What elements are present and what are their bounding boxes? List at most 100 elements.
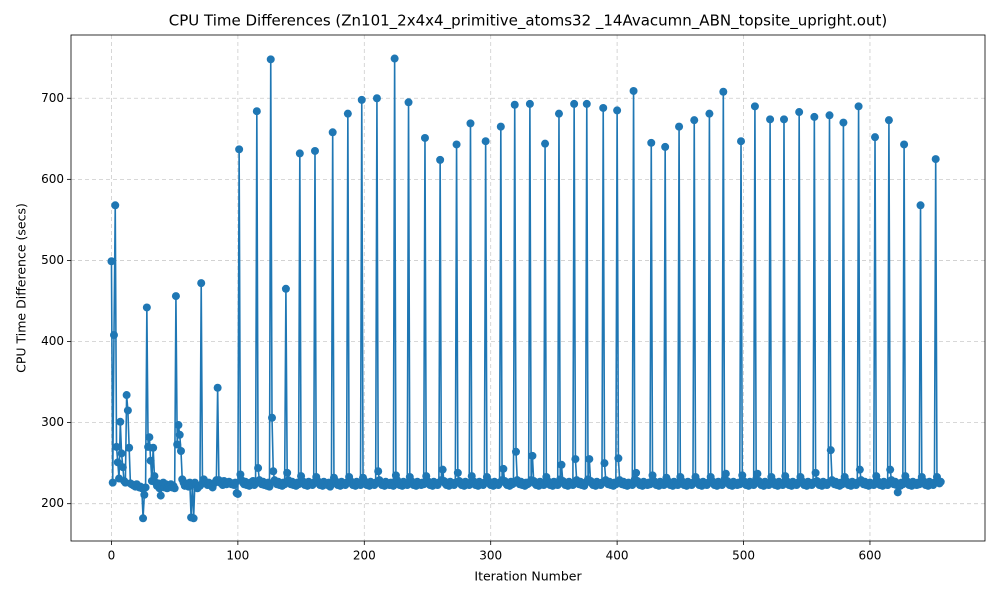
data-point bbox=[404, 98, 413, 107]
data-point bbox=[916, 201, 925, 210]
data-point bbox=[112, 442, 121, 451]
data-point bbox=[142, 303, 151, 312]
data-point bbox=[854, 102, 863, 111]
data-point bbox=[750, 102, 759, 111]
data-point bbox=[118, 463, 127, 472]
data-point bbox=[174, 421, 183, 430]
data-point bbox=[466, 119, 475, 128]
data-point bbox=[175, 430, 184, 439]
data-point bbox=[438, 465, 447, 474]
data-point bbox=[374, 467, 383, 476]
y-tick-label: 700 bbox=[41, 91, 64, 105]
data-point bbox=[171, 292, 180, 301]
data-point bbox=[113, 458, 122, 467]
data-point bbox=[719, 87, 728, 96]
data-point bbox=[252, 107, 261, 116]
data-point bbox=[269, 467, 278, 476]
y-tick-label: 600 bbox=[41, 172, 64, 186]
data-point bbox=[372, 94, 381, 103]
data-point bbox=[150, 472, 159, 481]
data-point bbox=[737, 137, 746, 146]
data-point bbox=[139, 514, 148, 523]
data-point bbox=[235, 145, 244, 154]
data-point bbox=[632, 468, 641, 477]
data-point bbox=[108, 478, 117, 487]
data-point bbox=[690, 116, 699, 125]
data-point bbox=[123, 406, 132, 415]
data-point bbox=[328, 128, 337, 137]
data-point bbox=[140, 490, 149, 499]
data-point bbox=[511, 447, 520, 456]
data-point bbox=[675, 122, 684, 131]
data-point bbox=[900, 140, 909, 149]
y-tick-label: 400 bbox=[41, 334, 64, 348]
data-point bbox=[855, 465, 864, 474]
data-point bbox=[599, 103, 608, 112]
data-point bbox=[810, 112, 819, 121]
x-tick-label: 0 bbox=[108, 549, 116, 563]
data-point bbox=[233, 489, 242, 498]
data-point bbox=[343, 109, 352, 118]
series-line bbox=[110, 58, 942, 519]
x-tick-label: 300 bbox=[479, 549, 502, 563]
data-point bbox=[661, 142, 670, 151]
data-point bbox=[295, 149, 304, 158]
data-point bbox=[884, 116, 893, 125]
data-point bbox=[766, 115, 775, 124]
data-point bbox=[525, 99, 534, 108]
data-point bbox=[197, 279, 206, 288]
data-point bbox=[107, 257, 116, 266]
data-point bbox=[189, 514, 198, 523]
data-point bbox=[173, 440, 182, 449]
data-point bbox=[281, 284, 290, 293]
data-point bbox=[145, 433, 154, 442]
data-point bbox=[613, 106, 622, 115]
data-point bbox=[111, 201, 120, 210]
data-point bbox=[420, 133, 429, 142]
x-tick-label: 200 bbox=[353, 549, 376, 563]
data-point bbox=[481, 137, 490, 146]
x-tick-label: 100 bbox=[226, 549, 249, 563]
data-point bbox=[146, 456, 155, 465]
data-point bbox=[141, 483, 150, 492]
data-point bbox=[117, 449, 126, 458]
data-point bbox=[647, 138, 656, 147]
data-point bbox=[893, 488, 902, 497]
data-point bbox=[753, 469, 762, 478]
data-point bbox=[453, 468, 462, 477]
data-point bbox=[125, 443, 134, 452]
data-point bbox=[931, 155, 940, 164]
data-point bbox=[614, 454, 623, 463]
data-point bbox=[825, 111, 834, 120]
data-point bbox=[499, 464, 508, 473]
data-point bbox=[557, 460, 566, 469]
data-point bbox=[936, 477, 945, 486]
data-point bbox=[886, 465, 895, 474]
data-point bbox=[510, 100, 519, 109]
data-point bbox=[541, 139, 550, 148]
data-point bbox=[109, 331, 118, 340]
data-point bbox=[811, 468, 820, 477]
data-point bbox=[826, 446, 835, 455]
data-point bbox=[554, 109, 563, 118]
x-tick-label: 500 bbox=[732, 549, 755, 563]
data-point bbox=[156, 491, 165, 500]
x-tick-label: 600 bbox=[859, 549, 882, 563]
data-point bbox=[496, 122, 505, 131]
data-point bbox=[452, 140, 461, 149]
data-point bbox=[582, 99, 591, 108]
data-point bbox=[231, 478, 240, 487]
data-point bbox=[266, 55, 275, 64]
data-point bbox=[721, 469, 730, 478]
data-point bbox=[254, 464, 263, 473]
y-tick-label: 500 bbox=[41, 253, 64, 267]
data-point bbox=[213, 383, 222, 392]
data-point bbox=[122, 391, 131, 400]
x-axis-label: Iteration Number bbox=[474, 569, 582, 584]
y-tick-label: 300 bbox=[41, 415, 64, 429]
data-point bbox=[149, 443, 158, 452]
data-point bbox=[629, 86, 638, 95]
data-point bbox=[268, 413, 277, 422]
data-point bbox=[839, 118, 848, 127]
